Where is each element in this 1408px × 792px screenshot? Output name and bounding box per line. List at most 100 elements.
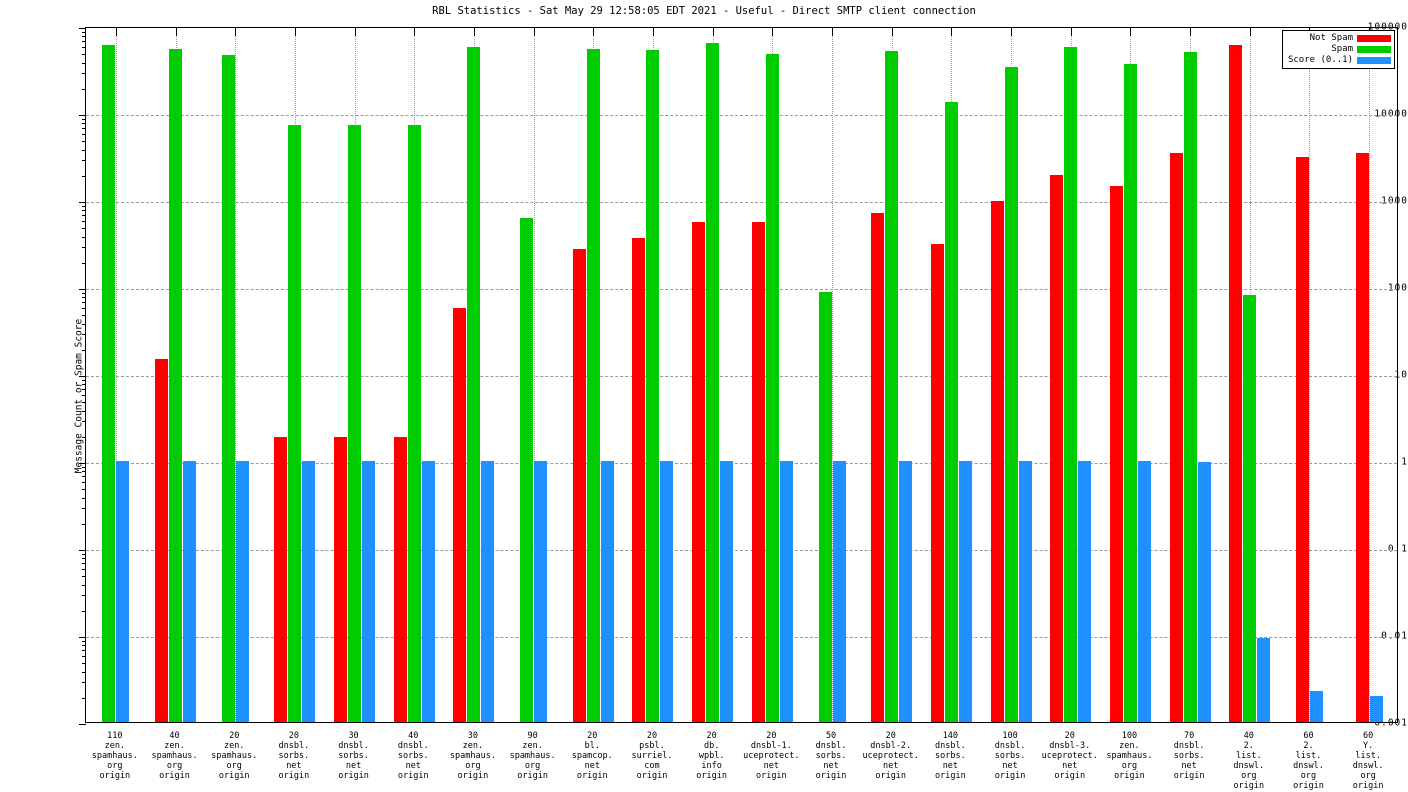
legend-entry: Not Spam	[1288, 33, 1391, 44]
bar-not-spam	[692, 221, 706, 722]
x-axis-category-label: 20 db. wpbl. info origin	[696, 731, 727, 781]
x-axis-label-line: dnsbl.	[935, 741, 966, 751]
x-axis-category-label: 110 zen. spamhaus. org origin	[92, 731, 138, 781]
bar-spam	[520, 218, 534, 722]
y-axis-minor-tick	[82, 576, 86, 578]
vertical-gridline	[1369, 28, 1371, 722]
chart-legend: Not Spam Spam Score (0..1)	[1281, 30, 1395, 69]
x-axis-label-line: zen.	[164, 741, 185, 751]
bar-spam	[102, 45, 116, 722]
bar-score-0-1	[1257, 638, 1271, 722]
x-axis-label-line: org	[465, 761, 481, 771]
bar-not-spam	[1295, 157, 1309, 722]
x-axis-label-line: list.	[1235, 751, 1262, 761]
y-axis-minor-tick	[82, 523, 86, 525]
x-axis-label-line: origin	[1293, 781, 1324, 791]
x-axis-label-line: 20	[1064, 731, 1075, 741]
x-axis-label-line: com	[644, 761, 660, 771]
legend-color-swatch	[1357, 35, 1391, 42]
bar-spam	[221, 55, 235, 722]
y-axis-minor-tick	[82, 36, 86, 38]
x-axis-category-label: 20 zen. spamhaus. org origin	[211, 731, 257, 781]
y-axis-tick-label: 10000	[1374, 108, 1408, 120]
x-axis-label-line: origin	[397, 771, 429, 781]
bar-spam	[885, 50, 899, 722]
x-axis-label-line: net	[584, 761, 600, 771]
x-axis-label-line: 50	[825, 731, 837, 741]
y-axis-minor-tick	[82, 221, 86, 223]
bar-spam	[288, 124, 302, 722]
x-axis-tick-mark	[891, 28, 893, 36]
y-axis-minor-tick	[82, 663, 86, 665]
x-axis-label-line: zen.	[462, 741, 484, 751]
bar-not-spam	[453, 308, 467, 722]
y-axis-tick-mark	[79, 550, 86, 551]
bar-spam	[407, 124, 421, 722]
x-axis-label-line: origin	[218, 771, 250, 781]
bar-score-0-1	[362, 461, 376, 722]
y-axis-minor-tick	[82, 402, 86, 404]
y-axis-minor-tick	[82, 141, 86, 143]
x-axis-tick-mark	[772, 28, 774, 36]
x-axis-label-line: net	[763, 761, 780, 771]
x-axis-label-line: 100	[1002, 731, 1018, 741]
x-axis-label-line: origin	[755, 771, 787, 781]
bar-spam	[1064, 47, 1078, 722]
y-axis-minor-tick	[82, 563, 86, 565]
bar-not-spam	[1169, 152, 1183, 722]
x-axis-label-line: 40	[169, 731, 180, 741]
bar-score-0-1	[1197, 462, 1211, 722]
x-axis-label-line: origin	[1114, 771, 1145, 781]
horizontal-gridline	[86, 115, 1397, 116]
x-axis-label-line: spamhaus.	[151, 751, 198, 761]
bar-spam	[467, 47, 481, 722]
x-axis-tick-mark	[951, 28, 953, 36]
x-axis-label-line: org	[166, 761, 183, 771]
y-axis-minor-tick	[82, 323, 86, 325]
legend-label: Spam	[1331, 44, 1353, 54]
x-axis-category-label: 60 2. list. dnswl. org origin	[1293, 731, 1324, 791]
x-axis-label-line: origin	[875, 771, 907, 781]
y-axis-minor-tick	[82, 210, 86, 212]
y-axis-minor-tick	[82, 128, 86, 130]
x-axis-label-line: bl.	[584, 741, 600, 751]
bar-not-spam	[1355, 152, 1369, 722]
y-axis-minor-tick	[82, 205, 86, 207]
y-axis-tick-mark	[79, 202, 86, 203]
x-axis-label-line: origin	[1233, 781, 1265, 791]
x-axis-tick-mark	[1130, 28, 1132, 36]
x-axis-label-line: origin	[457, 771, 489, 781]
y-axis-minor-tick	[82, 697, 86, 699]
bar-not-spam	[274, 436, 288, 722]
x-axis-label-line: info	[701, 761, 722, 771]
x-axis-label-line: 60	[1363, 731, 1374, 741]
y-axis-minor-tick	[82, 62, 86, 64]
x-axis-category-label: 40 zen. spamhaus. org origin	[151, 731, 197, 781]
bar-spam	[646, 50, 660, 722]
y-axis-minor-tick	[82, 302, 86, 304]
x-axis-label-line: spamhaus.	[449, 751, 496, 761]
bar-spam	[765, 53, 779, 722]
y-axis-minor-tick	[82, 297, 86, 299]
y-axis-minor-tick	[82, 489, 86, 491]
x-axis-label-line: wpbl.	[698, 751, 725, 761]
horizontal-gridline	[86, 376, 1397, 377]
x-axis-label-line: 20	[587, 731, 598, 741]
y-axis-minor-tick	[82, 645, 86, 647]
x-axis-label-line: 20	[885, 731, 896, 741]
x-axis-label-line: dnsbl.	[338, 741, 369, 751]
y-axis-minor-tick	[82, 73, 86, 75]
bar-spam	[706, 43, 720, 722]
x-axis-tick-mark	[533, 28, 535, 36]
x-axis-label-line: spamhaus.	[91, 751, 138, 761]
y-axis-minor-tick	[82, 47, 86, 49]
bar-spam	[348, 124, 362, 722]
y-axis-minor-tick	[82, 482, 86, 484]
x-axis-tick-mark	[593, 28, 595, 36]
bar-spam	[586, 48, 600, 722]
x-axis-label-line: 2.	[1243, 741, 1254, 751]
bar-score-0-1	[1309, 690, 1323, 722]
y-axis-minor-tick	[82, 175, 86, 177]
x-axis-label-line: org	[1241, 771, 1257, 781]
x-axis-label-line: 20	[288, 731, 299, 741]
